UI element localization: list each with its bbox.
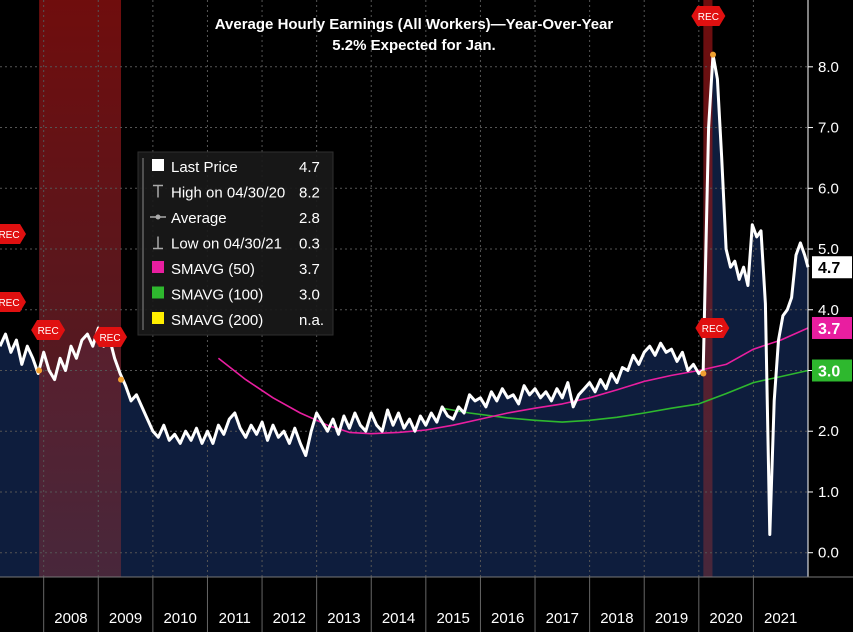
y-tick-label: 0.0 xyxy=(818,545,839,562)
legend-swatch xyxy=(152,312,164,324)
legend-value: 2.8 xyxy=(299,210,320,227)
x-tick-label: 2009 xyxy=(109,610,142,627)
x-tick-label: 2017 xyxy=(546,610,579,627)
legend-swatch xyxy=(152,286,164,299)
y-tick-label: 6.0 xyxy=(818,180,839,197)
rec-flag-label: REC xyxy=(698,12,719,23)
legend-name: Average xyxy=(171,210,227,227)
rec-flag: REC xyxy=(691,6,726,26)
x-tick-label: 2008 xyxy=(54,610,87,627)
legend-row: High on 04/30/20 8.2 xyxy=(153,185,320,202)
y-tick-label: 5.0 xyxy=(818,241,839,258)
rec-flag-shape xyxy=(0,224,26,244)
last-value-bg xyxy=(812,256,852,279)
x-tick-label: 2012 xyxy=(273,610,306,627)
x-tick-label: 2018 xyxy=(600,610,633,627)
rec-flag-shape xyxy=(0,292,26,312)
x-tick-label: 2021 xyxy=(764,610,797,627)
average-marker-dot xyxy=(155,214,161,220)
x-tick-label: 2015 xyxy=(436,610,469,627)
x-tick-label: 2014 xyxy=(382,610,415,627)
x-tick-label: 2019 xyxy=(655,610,688,627)
legend-name: SMAVG (50) xyxy=(171,261,255,278)
legend-name: Last Price xyxy=(171,159,238,176)
rec-point-marker xyxy=(710,51,717,58)
y-tick-label: 2.0 xyxy=(818,423,839,440)
legend-value: 8.2 xyxy=(299,185,320,202)
last-value-label: 4.7 xyxy=(812,256,852,279)
chart-title: Average Hourly Earnings (All Workers)—Ye… xyxy=(215,16,614,33)
rec-point-marker xyxy=(118,376,125,383)
last-value-bg xyxy=(812,359,852,382)
legend-box xyxy=(137,151,334,336)
last-value-bg xyxy=(812,316,852,339)
rec-flag-label: REC xyxy=(0,298,20,309)
legend-row: Low on 04/30/21 0.3 xyxy=(153,236,320,253)
legend-value: 4.7 xyxy=(299,159,320,176)
rec-flag-label: REC xyxy=(0,230,20,241)
rec-flag-label: REC xyxy=(99,333,120,344)
rec-flag-shape xyxy=(31,320,66,340)
legend-name: SMAVG (100) xyxy=(171,287,263,304)
rec-flag-label: REC xyxy=(702,324,723,335)
y-tick-label: 7.0 xyxy=(818,120,839,137)
last-value-text: 3.7 xyxy=(818,321,840,338)
recession-band xyxy=(703,0,713,577)
legend-row: SMAVG (100) 3.0 xyxy=(152,286,320,304)
y-tick-label: 1.0 xyxy=(818,484,839,501)
high-marker-icon xyxy=(153,184,163,198)
legend-swatch xyxy=(152,261,164,273)
legend-name: SMAVG (200) xyxy=(171,312,263,329)
legend-row: Average 2.8 xyxy=(150,210,320,227)
legend: Last Price 4.7 High on 04/30/20 8.2 Average 2… xyxy=(137,151,334,336)
y-tick-label: 8.0 xyxy=(818,59,839,76)
last-value-label: 3.7 xyxy=(812,316,852,339)
last-value-text: 4.7 xyxy=(818,260,840,277)
rec-flag-shape xyxy=(695,318,730,338)
rec-flag-shape xyxy=(691,6,726,26)
rec-point-marker xyxy=(700,370,707,377)
x-tick-label: 2011 xyxy=(219,610,251,627)
legend-row: Last Price 4.7 xyxy=(152,159,320,176)
series-line-last-price xyxy=(0,53,810,536)
x-tick-label: 2020 xyxy=(709,610,742,627)
series-line-smavg-50 xyxy=(217,327,809,435)
series-line-smavg-100 xyxy=(442,369,809,423)
last-value-label: 3.0 xyxy=(812,359,852,382)
rec-flag: REC xyxy=(31,320,66,340)
rec-flag-label: REC xyxy=(38,326,59,337)
x-tick-label: 2016 xyxy=(491,610,524,627)
recession-band xyxy=(39,0,122,577)
rec-flag: REC xyxy=(0,292,26,312)
legend-value: 0.3 xyxy=(299,236,320,253)
rec-flag-shape xyxy=(93,327,128,347)
rec-flag: REC xyxy=(0,224,26,244)
last-value-text: 3.0 xyxy=(818,363,840,380)
x-tick-label: 2013 xyxy=(327,610,360,627)
legend-value: 3.0 xyxy=(299,287,320,304)
legend-swatch xyxy=(152,159,164,171)
chart-subtitle: 5.2% Expected for Jan. xyxy=(332,37,495,54)
rec-flag: REC xyxy=(695,318,730,338)
rec-point-marker xyxy=(36,367,43,374)
legend-name: Low on 04/30/21 xyxy=(171,236,282,253)
price-area-fill xyxy=(0,54,808,577)
low-marker-icon xyxy=(153,236,163,250)
legend-row: SMAVG (50) 3.7 xyxy=(152,261,320,278)
legend-row: SMAVG (200) n.a. xyxy=(152,312,324,329)
x-tick-label: 2010 xyxy=(163,610,196,627)
legend-value: n.a. xyxy=(299,312,324,329)
y-tick-label: 4.0 xyxy=(818,302,839,319)
rec-flag: REC xyxy=(93,327,128,347)
legend-name: High on 04/30/20 xyxy=(171,185,285,202)
legend-value: 3.7 xyxy=(299,261,320,278)
